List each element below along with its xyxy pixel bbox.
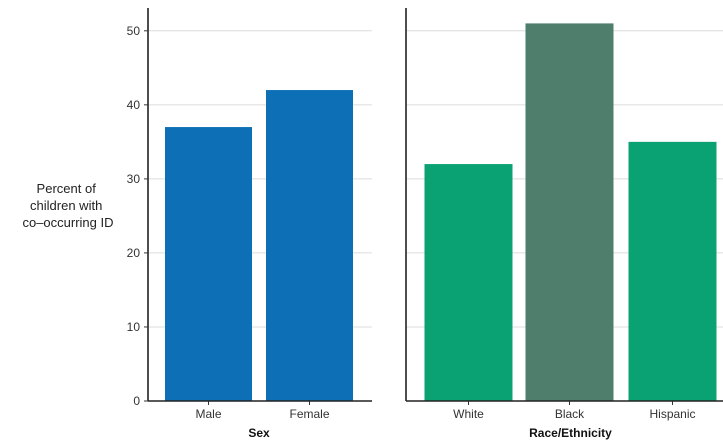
x-tick-label: White xyxy=(453,407,484,421)
plot-area: Male Female Sex White Black Hispanic Race/Ethn… xyxy=(127,8,723,440)
bar-male xyxy=(165,127,252,402)
bar-hispanic xyxy=(628,141,717,401)
bar-female xyxy=(266,90,353,402)
y-tick-label: 20 xyxy=(127,246,141,260)
y-axis-title-line-2: children with xyxy=(30,198,102,213)
x-axis-title: Sex xyxy=(248,426,270,440)
y-tick-label: 50 xyxy=(127,24,141,38)
x-tick-label: Hispanic xyxy=(649,407,695,421)
y-tick-label: 10 xyxy=(127,320,141,334)
x-tick-label: Female xyxy=(289,407,329,421)
x-axis-title: Race/Ethnicity xyxy=(529,426,612,440)
bar-black xyxy=(525,23,614,402)
y-axis-title-line-1: Percent of xyxy=(37,181,97,196)
y-tick-label: 0 xyxy=(133,394,140,408)
y-tick-label: 30 xyxy=(127,172,141,186)
y-axis-title: Percent of children with co–occurring ID xyxy=(22,181,113,230)
bar-white xyxy=(424,164,513,401)
x-tick-label: Male xyxy=(195,407,221,421)
y-axis-title-line-3: co–occurring ID xyxy=(22,215,113,230)
y-tick-label: 40 xyxy=(127,98,141,112)
x-tick-label: Black xyxy=(555,407,585,421)
